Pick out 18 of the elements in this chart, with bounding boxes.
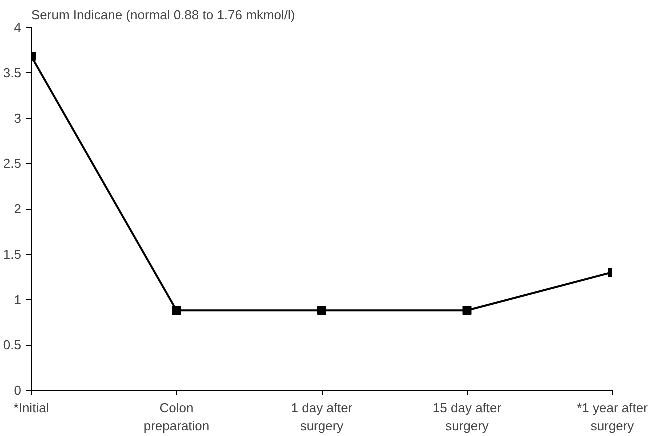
y-tick-label: 0.5 (3, 338, 22, 353)
x-tick-label: *1 year after surgery (577, 400, 649, 434)
point (318, 306, 326, 316)
y-tick-label: 1.5 (3, 246, 22, 262)
x-tick-label: Colon preparation (144, 400, 210, 434)
y-tick-label: 2 (14, 202, 22, 216)
y-tick-label: 3.5 (3, 65, 22, 80)
y-tick-label: 0 (14, 383, 22, 398)
x-tick-label: *Initial (14, 400, 50, 416)
y-tick-label: 1 (14, 292, 22, 308)
y-tick-label: 3 (14, 110, 22, 126)
y-tick-label: 2.5 (3, 156, 22, 172)
point (172, 306, 182, 316)
y-tick-label: 4 (14, 20, 22, 35)
x-tick-label: 15 day after surgery (432, 400, 502, 434)
point (462, 306, 472, 316)
x-tick-label: 1 day after surgery (291, 400, 354, 434)
chart-title: Serum Indicane (normal 0.88 to 1.76 mkmol/l) (32, 8, 296, 22)
